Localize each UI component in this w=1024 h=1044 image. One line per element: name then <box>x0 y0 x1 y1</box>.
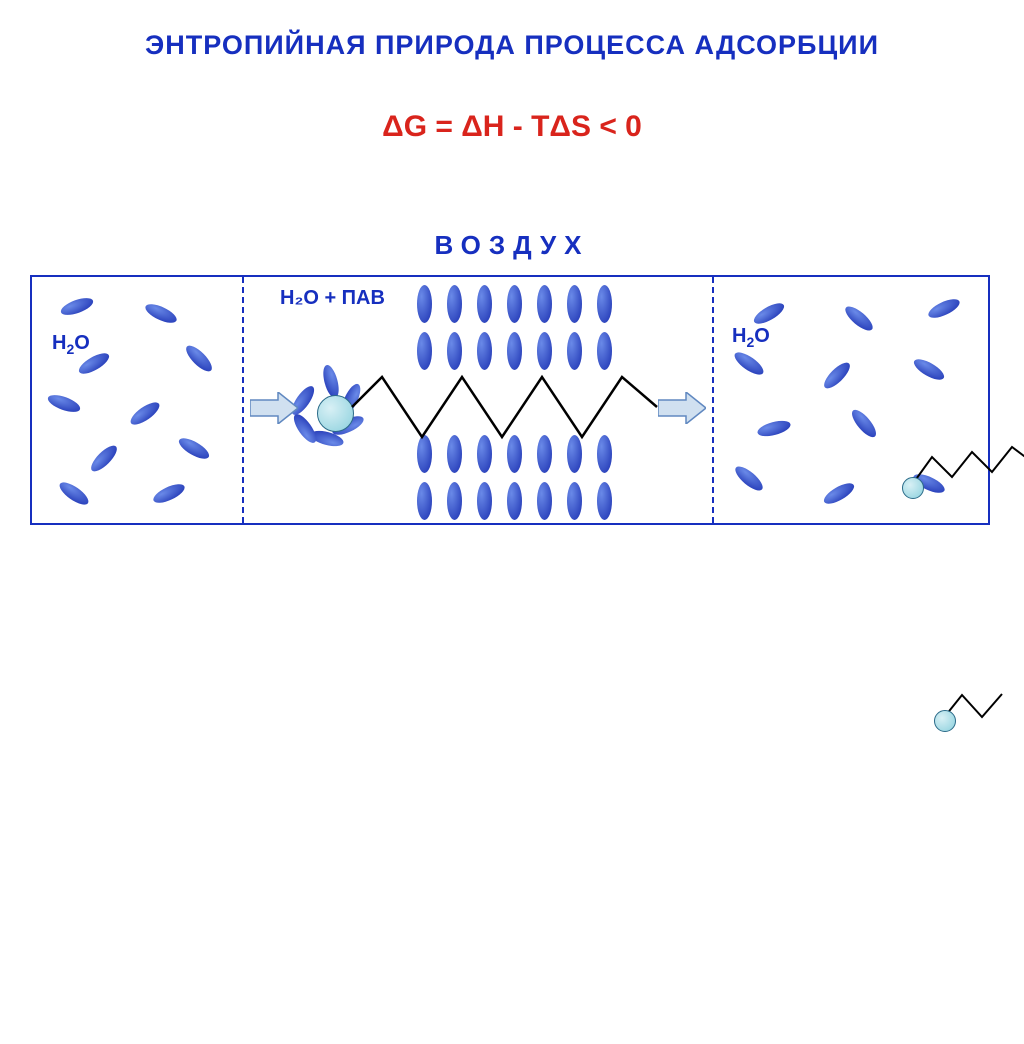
diagram-box: H2O Н₂О + ПАВ H2O const data = JSON.pars… <box>30 275 990 525</box>
free-molecule-1-head <box>902 477 924 499</box>
free-molecule-2-head <box>934 710 956 732</box>
free-molecule-2-tail <box>32 37 1024 537</box>
